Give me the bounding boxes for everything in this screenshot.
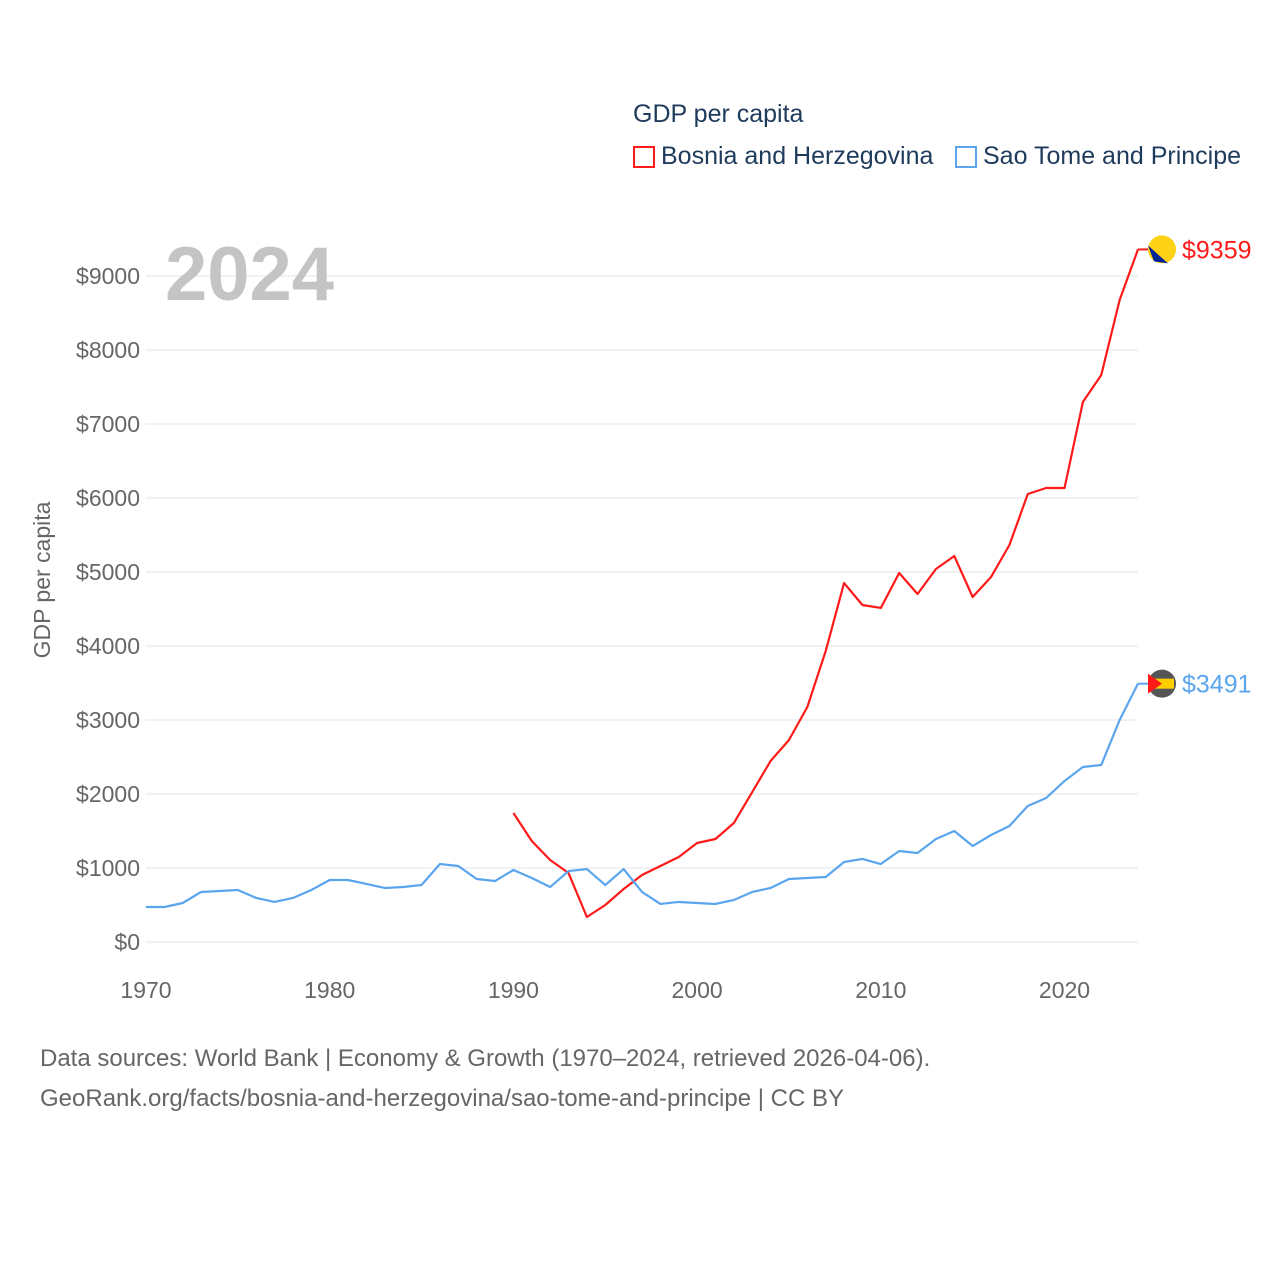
end-value-label: $9359 [1182,236,1252,264]
y-axis-label: GDP per capita [29,501,55,658]
flag-shape [1148,673,1162,694]
footer-sources: Data sources: World Bank | Economy & Gro… [40,1045,931,1072]
y-tick-label: $9000 [76,263,140,289]
x-tick-label: 2000 [672,977,723,1003]
y-tick-label: $7000 [76,411,140,437]
y-tick-label: $3000 [76,707,140,733]
y-tick-label: $6000 [76,485,140,511]
x-tick-label: 1970 [120,977,171,1003]
x-tick-label: 1990 [488,977,539,1003]
y-tick-label: $0 [114,929,140,955]
legend-swatch [955,145,977,168]
y-tick-label: $4000 [76,633,140,659]
end-value-label: $3491 [1182,671,1252,699]
y-tick-label: $5000 [76,559,140,585]
y-tick-label: $8000 [76,337,140,363]
x-tick-label: 1980 [304,977,355,1003]
legend-label: Sao Tome and Principe [983,142,1242,170]
legend-item-sao-tome[interactable]: Sao Tome and Principe [955,142,1241,171]
footer-link[interactable]: GeoRank.org/facts/bosnia-and-herzegovina… [40,1085,844,1112]
x-tick-label: 2020 [1039,977,1090,1003]
x-tick-label: 2010 [855,977,906,1003]
y-tick-label: $1000 [76,855,140,881]
series-line-sao-tome [146,683,1139,909]
y-tick-label: $2000 [76,781,140,807]
legend-swatch [633,145,655,168]
legend-title: GDP per capita [633,100,804,128]
legend-label: Bosnia and Herzegovina [661,142,934,170]
year-label: 2024 [165,232,334,317]
legend-item-bosnia[interactable]: Bosnia and Herzegovina [633,142,933,171]
flag-shape [1148,245,1168,264]
